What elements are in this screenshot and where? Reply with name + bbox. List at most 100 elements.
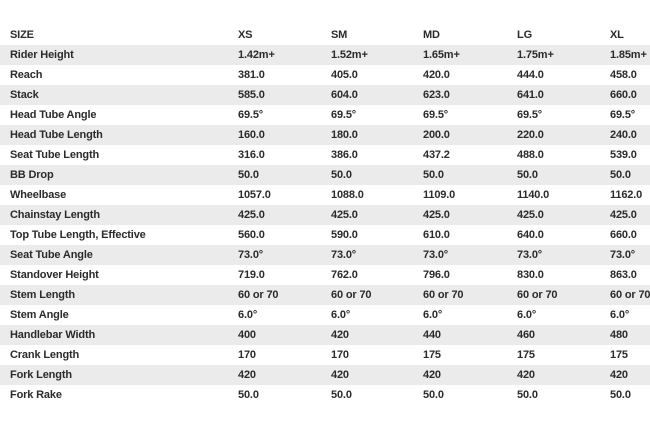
row-label: Seat Tube Length [10, 149, 100, 161]
cell-value: 175 [517, 349, 535, 361]
cell-value: 590.0 [331, 229, 358, 241]
cell-value: 640.0 [517, 229, 544, 241]
cell-value: 437.2 [423, 149, 450, 161]
cell-value: 458.0 [610, 69, 637, 81]
cell-value: 50.0 [331, 389, 352, 401]
cell-value: 444.0 [517, 69, 544, 81]
cell-value: 488.0 [517, 149, 544, 161]
cell-value: 69.5° [517, 109, 543, 121]
cell-value: 6.0° [610, 309, 630, 321]
table-row-handlebar-width: Handlebar Width 400 420 440 460 480 [0, 325, 650, 345]
cell-value: 6.0° [423, 309, 443, 321]
cell-value: 1.42m+ [238, 49, 275, 61]
column-header-md: MD [423, 29, 440, 41]
row-label: Head Tube Angle [10, 109, 97, 121]
table-row-stem-length: Stem Length 60 or 70 60 or 70 60 or 70 6… [0, 285, 650, 305]
cell-value: 50.0 [423, 169, 444, 181]
cell-value: 425.0 [331, 209, 358, 221]
cell-value: 1.65m+ [423, 49, 460, 61]
cell-value: 420 [331, 369, 349, 381]
cell-value: 762.0 [331, 269, 358, 281]
table-row-standover-height: Standover Height 719.0 762.0 796.0 830.0… [0, 265, 650, 285]
table-row-head-tube-length: Head Tube Length 160.0 180.0 200.0 220.0… [0, 125, 650, 145]
cell-value: 400 [238, 329, 256, 341]
cell-value: 50.0 [238, 389, 259, 401]
row-label: Stack [10, 89, 39, 101]
cell-value: 73.0° [238, 249, 264, 261]
cell-value: 863.0 [610, 269, 637, 281]
cell-value: 69.5° [423, 109, 449, 121]
cell-value: 1162.0 [610, 189, 643, 201]
cell-value: 420 [238, 369, 256, 381]
cell-value: 60 or 70 [331, 289, 372, 301]
cell-value: 50.0 [517, 169, 538, 181]
row-label: Top Tube Length, Effective [10, 229, 146, 241]
cell-value: 160.0 [238, 129, 265, 141]
table-row-fork-rake: Fork Rake 50.0 50.0 50.0 50.0 50.0 [0, 385, 650, 405]
cell-value: 1.52m+ [331, 49, 368, 61]
cell-value: 420 [610, 369, 628, 381]
cell-value: 73.0° [423, 249, 449, 261]
cell-value: 69.5° [331, 109, 357, 121]
cell-value: 1057.0 [238, 189, 271, 201]
row-label: Standover Height [10, 269, 99, 281]
cell-value: 240.0 [610, 129, 637, 141]
row-label: Fork Length [10, 369, 72, 381]
cell-value: 73.0° [517, 249, 543, 261]
cell-value: 719.0 [238, 269, 265, 281]
table-row-bb-drop: BB Drop 50.0 50.0 50.0 50.0 50.0 [0, 165, 650, 185]
table-row-crank-length: Crank Length 170 170 175 175 175 [0, 345, 650, 365]
table-row-stack: Stack 585.0 604.0 623.0 641.0 660.0 [0, 85, 650, 105]
table-row-reach: Reach 381.0 405.0 420.0 444.0 458.0 [0, 65, 650, 85]
cell-value: 641.0 [517, 89, 544, 101]
cell-value: 420 [517, 369, 535, 381]
cell-value: 1109.0 [423, 189, 456, 201]
cell-value: 425.0 [517, 209, 544, 221]
row-label: Chainstay Length [10, 209, 100, 221]
cell-value: 50.0 [238, 169, 259, 181]
cell-value: 170 [238, 349, 256, 361]
row-label: Fork Rake [10, 389, 62, 401]
row-label: Crank Length [10, 349, 80, 361]
cell-value: 180.0 [331, 129, 358, 141]
cell-value: 175 [423, 349, 441, 361]
row-label: Stem Length [10, 289, 75, 301]
cell-value: 425.0 [238, 209, 265, 221]
row-label: Reach [10, 69, 43, 81]
cell-value: 420.0 [423, 69, 450, 81]
cell-value: 610.0 [423, 229, 450, 241]
cell-value: 796.0 [423, 269, 450, 281]
table-row-wheelbase: Wheelbase 1057.0 1088.0 1109.0 1140.0 11… [0, 185, 650, 205]
cell-value: 1088.0 [331, 189, 364, 201]
cell-value: 60 or 70 [238, 289, 279, 301]
cell-value: 1140.0 [517, 189, 550, 201]
column-header-size: SIZE [10, 29, 34, 41]
cell-value: 50.0 [331, 169, 352, 181]
cell-value: 830.0 [517, 269, 544, 281]
table-row-chainstay-length: Chainstay Length 425.0 425.0 425.0 425.0… [0, 205, 650, 225]
column-header-xl: XL [610, 29, 624, 41]
cell-value: 381.0 [238, 69, 265, 81]
cell-value: 425.0 [423, 209, 450, 221]
table-row-fork-length: Fork Length 420 420 420 420 420 [0, 365, 650, 385]
cell-value: 60 or 70 [423, 289, 464, 301]
table-row-seat-tube-angle: Seat Tube Angle 73.0° 73.0° 73.0° 73.0° … [0, 245, 650, 265]
row-label: BB Drop [10, 169, 54, 181]
table-row-rider-height: Rider Height 1.42m+ 1.52m+ 1.65m+ 1.75m+… [0, 45, 650, 65]
row-label: Stem Angle [10, 309, 69, 321]
cell-value: 6.0° [517, 309, 537, 321]
cell-value: 405.0 [331, 69, 358, 81]
row-label: Seat Tube Angle [10, 249, 93, 261]
cell-value: 73.0° [610, 249, 636, 261]
cell-value: 220.0 [517, 129, 544, 141]
row-label: Rider Height [10, 49, 74, 61]
cell-value: 69.5° [238, 109, 264, 121]
cell-value: 60 or 70 [610, 289, 650, 301]
cell-value: 660.0 [610, 229, 637, 241]
cell-value: 69.5° [610, 109, 636, 121]
cell-value: 6.0° [238, 309, 258, 321]
table-row-head-tube-angle: Head Tube Angle 69.5° 69.5° 69.5° 69.5° … [0, 105, 650, 125]
cell-value: 316.0 [238, 149, 265, 161]
cell-value: 480 [610, 329, 628, 341]
row-label: Handlebar Width [10, 329, 96, 341]
